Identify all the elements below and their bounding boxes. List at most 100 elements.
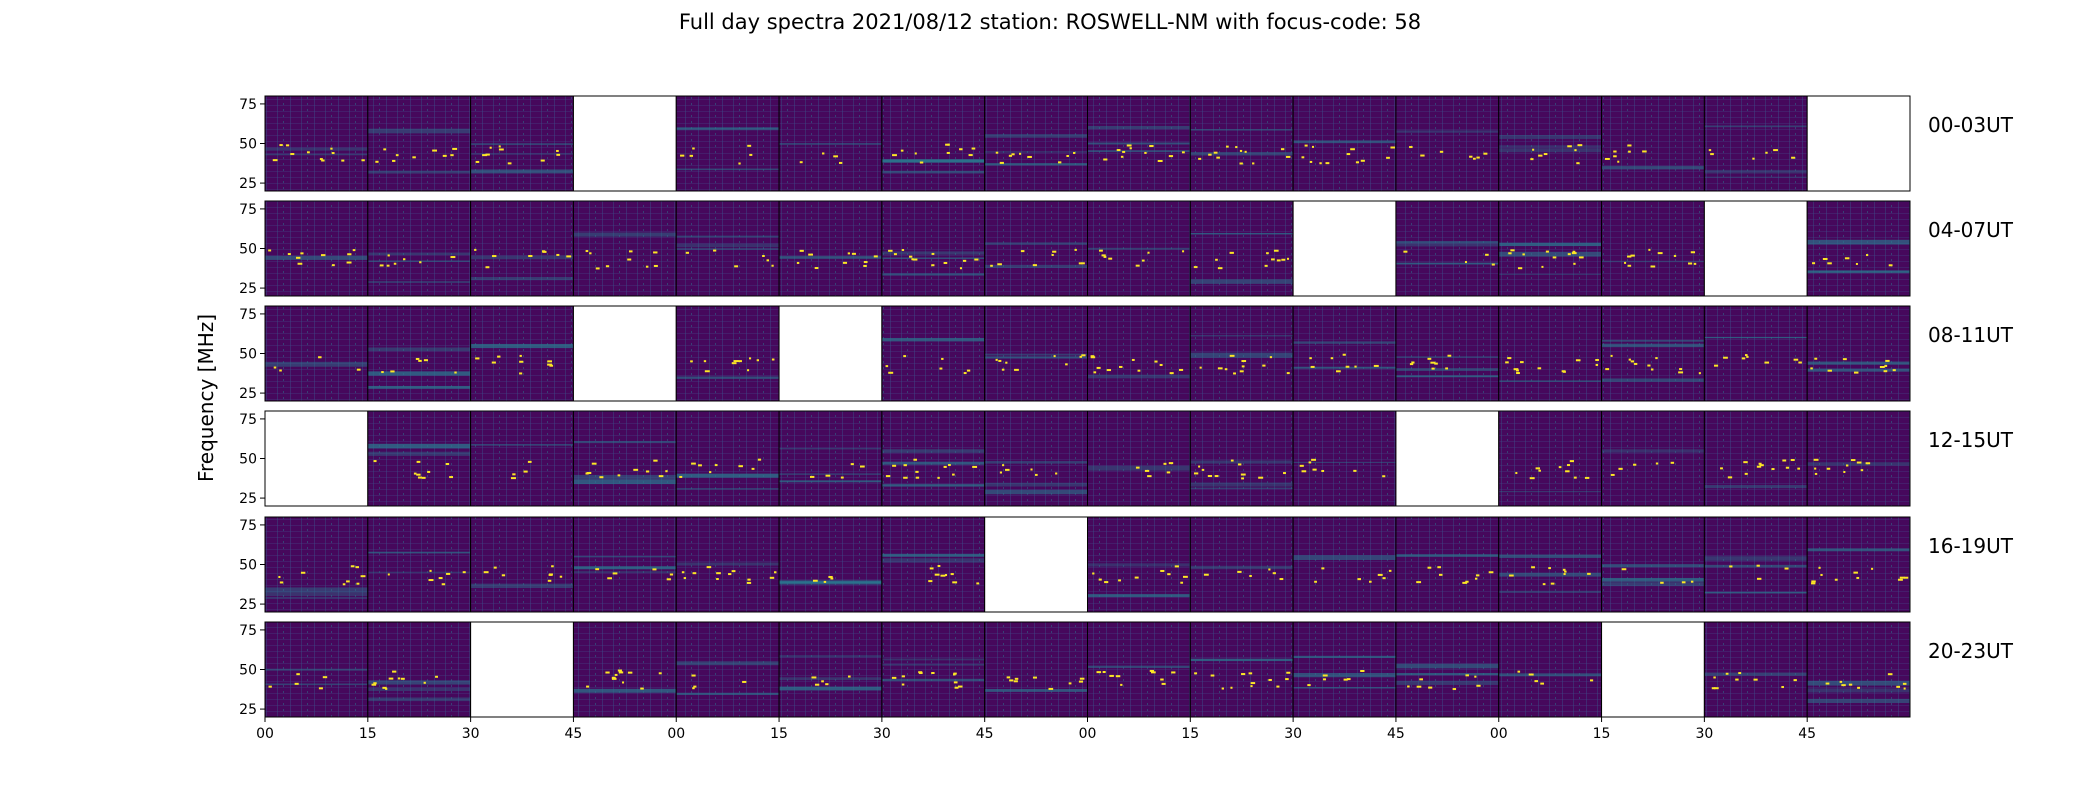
emission-dot — [1827, 262, 1832, 265]
interference-band — [1395, 241, 1499, 243]
emission-dot — [1430, 361, 1436, 364]
emission-dot — [1098, 578, 1102, 581]
emission-dot — [713, 249, 717, 252]
spectrum-background — [779, 622, 882, 717]
interference-band — [1087, 593, 1191, 598]
spectrum-panel — [1601, 200, 1705, 297]
emission-dot — [1595, 363, 1599, 366]
emission-dot — [1078, 680, 1084, 683]
emission-dot — [1272, 572, 1276, 575]
emission-dot — [1744, 354, 1748, 357]
emission-dot — [1628, 150, 1631, 153]
emission-dot — [1798, 361, 1802, 364]
emission-dot — [1630, 360, 1635, 363]
emission-dot — [892, 464, 897, 467]
emission-dot — [689, 154, 694, 157]
emission-dot — [591, 462, 597, 465]
emission-dot — [1416, 685, 1422, 688]
emission-dot — [388, 677, 394, 680]
emission-dot — [665, 470, 668, 473]
emission-dot — [799, 249, 804, 252]
interference-band — [470, 255, 574, 260]
emission-dot — [1377, 573, 1383, 576]
y-axis: 25 50 75 — [239, 412, 265, 507]
empty-panel — [264, 410, 369, 507]
interference-band — [676, 235, 780, 238]
emission-dot — [1299, 464, 1304, 467]
emission-dot — [383, 148, 387, 151]
y-tick-label: 25 — [239, 386, 257, 402]
emission-dot — [1238, 463, 1242, 466]
emission-dot — [1286, 257, 1290, 260]
spectrum-panel — [1087, 410, 1191, 507]
emission-dot — [400, 677, 405, 680]
emission-dot — [828, 575, 833, 578]
emission-dot — [1081, 354, 1086, 357]
emission-dot — [452, 147, 458, 150]
emission-dot — [1171, 671, 1176, 674]
emission-dot — [1483, 152, 1488, 155]
emission-dot — [585, 472, 589, 475]
emission-dot — [1104, 581, 1109, 584]
y-tick-label: 25 — [239, 281, 257, 297]
emission-dot — [618, 671, 624, 674]
y-axis-label: Frequency [MHz] — [194, 314, 218, 482]
empty-panel — [572, 305, 677, 402]
emission-dot — [704, 370, 710, 373]
emission-dot — [1741, 357, 1746, 360]
emission-dot — [1271, 258, 1275, 261]
emission-dot — [427, 470, 431, 473]
emission-dot — [416, 473, 421, 476]
emission-dot — [1690, 251, 1696, 254]
emission-dot — [1319, 162, 1322, 165]
emission-dot — [1610, 354, 1613, 357]
emission-dot — [751, 467, 755, 470]
emission-dot — [1428, 686, 1433, 689]
emission-dot — [1373, 364, 1379, 367]
interference-band — [881, 461, 985, 465]
emission-dot — [1168, 155, 1174, 158]
y-tick-label: 75 — [239, 412, 257, 428]
emission-dot — [483, 571, 489, 574]
row-label: 16-19UT — [1928, 534, 2014, 558]
emission-dot — [297, 262, 303, 265]
spectrum-panel — [367, 305, 472, 402]
emission-dot — [814, 683, 820, 686]
emission-dot — [1073, 151, 1076, 154]
emission-dot — [1126, 144, 1132, 147]
emission-dot — [1240, 473, 1246, 476]
panel-frame — [1601, 621, 1705, 718]
emission-dot — [1708, 149, 1712, 152]
spectrum-background — [1087, 306, 1191, 401]
empty-panel — [1806, 95, 1911, 192]
interference-band — [367, 260, 471, 262]
spectrum-panel — [1703, 95, 1808, 192]
interference-band — [1190, 565, 1294, 570]
emission-dot — [268, 685, 272, 688]
spectrum-panel — [1189, 95, 1294, 192]
emission-dot — [627, 258, 632, 261]
emission-dot — [1106, 369, 1112, 372]
emission-dot — [1239, 149, 1243, 152]
interference-band — [779, 143, 882, 145]
emission-dot — [1002, 464, 1005, 467]
emission-dot — [822, 152, 825, 155]
spectrum-panel — [1703, 516, 1808, 613]
emission-dot — [1208, 153, 1212, 156]
emission-dot — [1727, 476, 1733, 479]
emission-dot — [1781, 686, 1784, 689]
emission-dot — [412, 156, 416, 159]
panel-frame — [264, 410, 369, 507]
emission-dot — [278, 575, 281, 578]
interference-band — [984, 482, 1088, 487]
emission-dot — [1066, 154, 1069, 157]
emission-dot — [1311, 458, 1316, 461]
emission-dot — [1650, 265, 1656, 268]
emission-dot — [1169, 372, 1174, 375]
emission-dot — [485, 266, 490, 269]
spectrum-panel — [1806, 200, 1911, 297]
emission-dot — [519, 360, 524, 363]
emission-dot — [1621, 568, 1627, 571]
emission-dot — [510, 477, 516, 480]
row-label: 04-07UT — [1928, 218, 2014, 242]
